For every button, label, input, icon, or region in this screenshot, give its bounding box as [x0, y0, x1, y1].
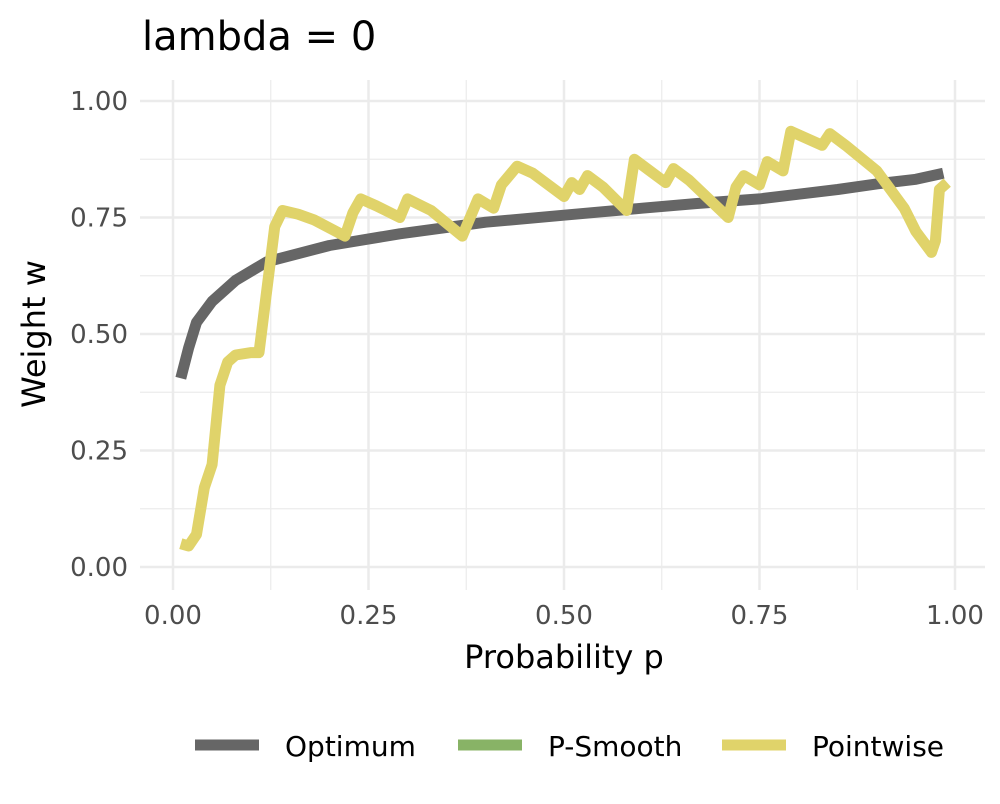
x-tick-label: 0.50	[535, 601, 593, 631]
y-tick-label: 1.00	[70, 87, 128, 117]
y-axis-label: Weight w	[15, 260, 53, 408]
x-tick-label: 0.25	[340, 601, 398, 631]
y-tick-label: 0.75	[70, 204, 128, 234]
x-tick-labels: 0.00 0.25 0.50 0.75 1.00	[144, 601, 984, 631]
y-tick-label: 0.50	[70, 320, 128, 350]
legend-item-optimum: Optimum	[195, 730, 416, 763]
legend: Optimum P-Smooth Pointwise	[195, 730, 944, 763]
legend-label: Pointwise	[812, 730, 944, 763]
legend-label: Optimum	[285, 730, 416, 763]
y-tick-label: 0.00	[70, 553, 128, 583]
series-lines	[175, 125, 951, 552]
x-tick-label: 0.75	[731, 601, 789, 631]
legend-label: P-Smooth	[548, 730, 682, 763]
x-tick-label: 1.00	[926, 601, 984, 631]
legend-item-p-smooth: P-Smooth	[458, 730, 682, 763]
x-tick-label: 0.00	[144, 601, 202, 631]
x-axis-label: Probability p	[464, 638, 664, 676]
y-tick-label: 0.25	[70, 437, 128, 467]
legend-item-pointwise: Pointwise	[722, 730, 944, 763]
series-line-pointwise	[179, 125, 951, 552]
chart-title: lambda = 0	[142, 14, 376, 60]
y-tick-labels: 0.00 0.25 0.50 0.75 1.00	[70, 87, 128, 583]
series-line-optimum	[175, 167, 945, 380]
